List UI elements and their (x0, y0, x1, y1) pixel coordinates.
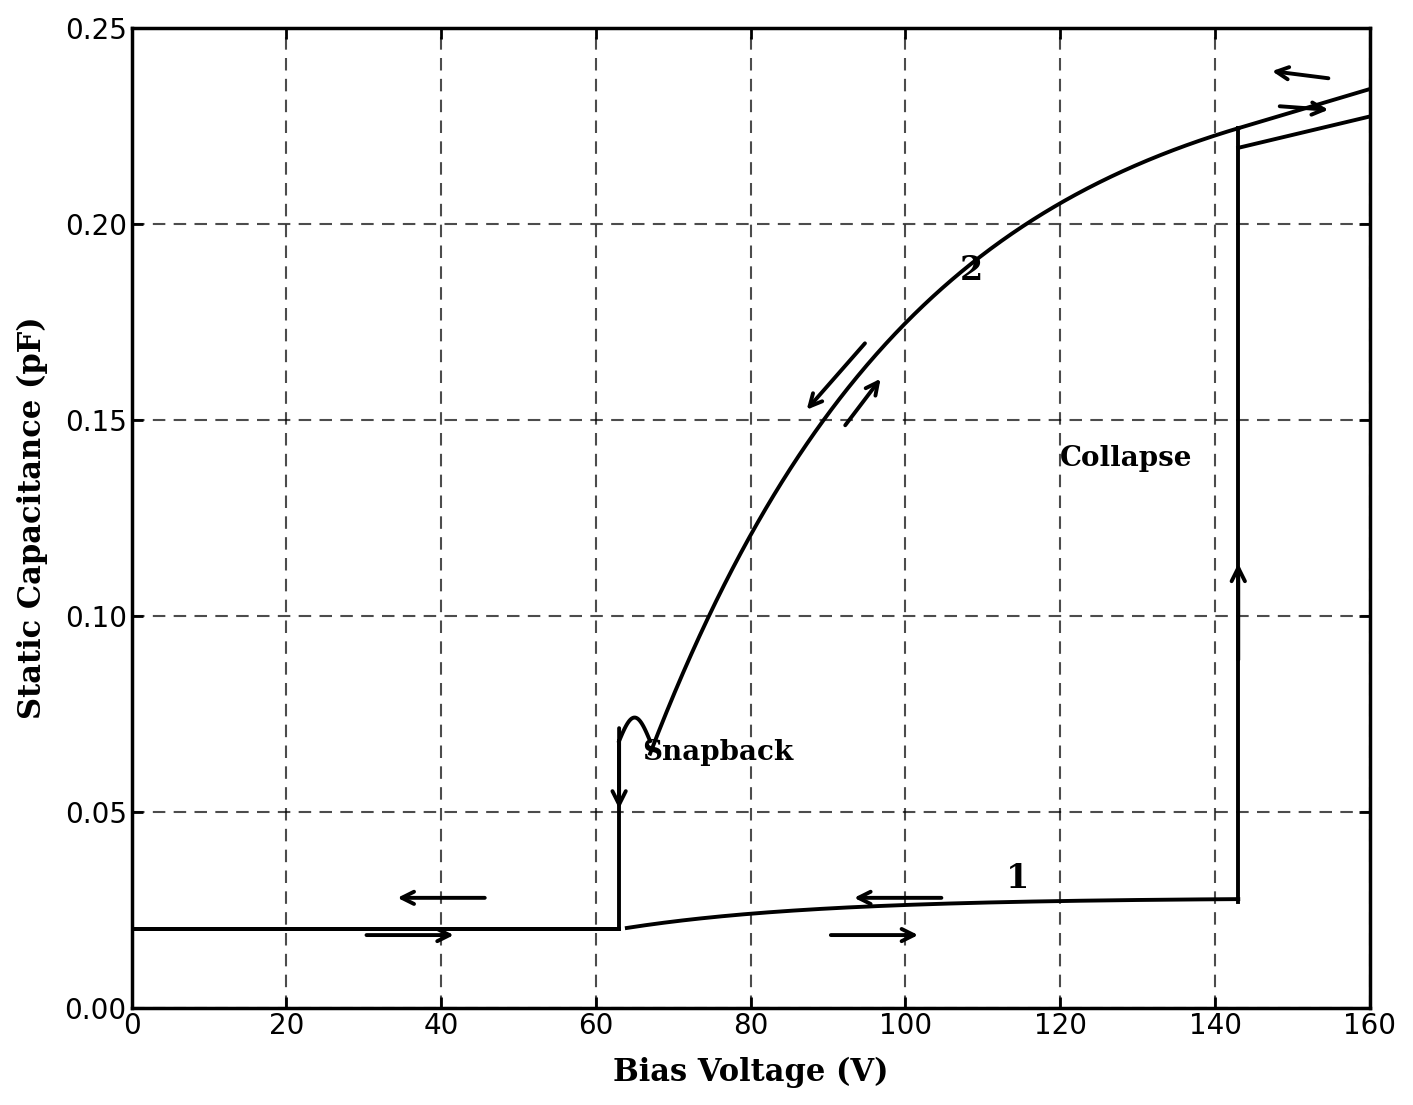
Text: Snapback: Snapback (643, 739, 794, 766)
Y-axis label: Static Capacitance (pF): Static Capacitance (pF) (17, 316, 48, 719)
X-axis label: Bias Voltage (V): Bias Voltage (V) (613, 1057, 889, 1088)
Text: Collapse: Collapse (1060, 445, 1193, 472)
Text: 1: 1 (1006, 862, 1030, 895)
Text: 2: 2 (959, 254, 983, 287)
